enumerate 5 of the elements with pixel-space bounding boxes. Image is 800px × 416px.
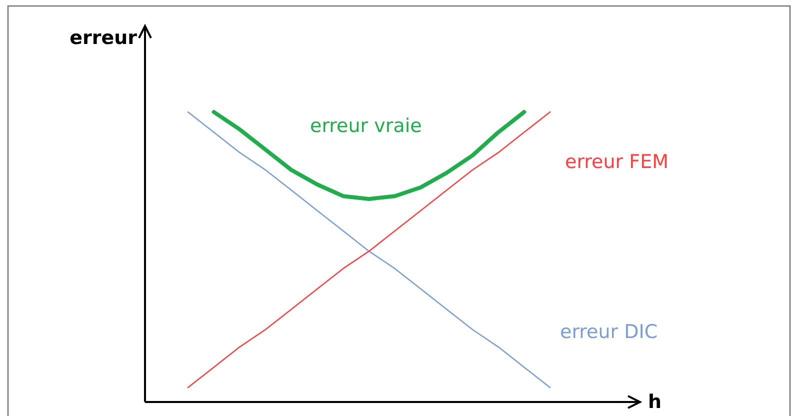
y-axis-title: erreur <box>70 27 138 49</box>
text: erreur DIC <box>560 321 658 343</box>
text: erreur FEM <box>565 151 668 173</box>
series-label: erreur vraie <box>310 115 422 137</box>
x-axis-title: h <box>648 391 662 413</box>
